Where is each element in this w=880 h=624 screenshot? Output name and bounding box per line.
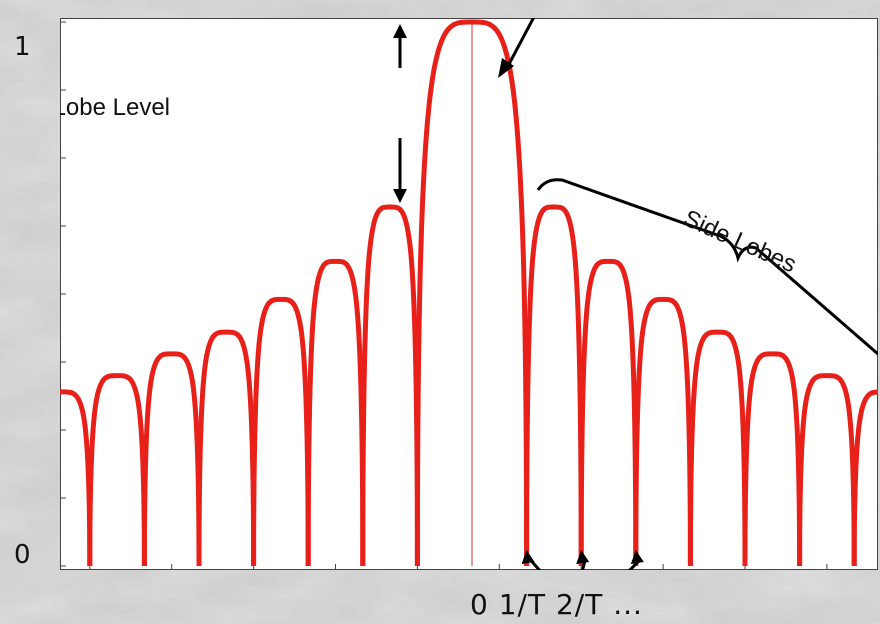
plot-area: Side Lobe Level Side Lobes [60,18,878,570]
zero-pointer-shaft [529,559,542,570]
side-lobe [687,329,748,567]
zero-pointer-arrowhead [630,550,644,564]
main-lobe-pointer-arrowhead [498,58,514,78]
side-lobe-level-arrowhead-down [393,188,407,203]
side-lobe-level-arrowhead-up [393,24,407,38]
side-lobe [633,296,693,567]
side-lobe [742,351,803,567]
side-lobe [360,204,420,567]
side-lobe [524,204,584,567]
frequency-labels: 0 1/T 2/T ... [470,588,643,621]
side-lobe [87,373,147,567]
side-lobes-label: Side Lobes [680,205,801,279]
zero-pointer-arrowhead [576,550,590,564]
side-lobe [60,389,93,567]
side-lobe [578,258,639,567]
side-lobe [196,329,257,567]
zero-pointer-arrowhead [521,550,535,564]
y-tick-label-max: 1 [14,32,31,62]
side-lobe [141,351,202,567]
y-tick-label-zero: 0 [14,540,31,570]
plot-frame [60,18,878,570]
main-lobe [414,19,530,567]
side-lobes-brace [536,178,878,356]
side-lobe-level-label: Side Lobe Level [60,94,170,121]
side-lobe [305,258,366,567]
side-lobe [251,296,311,567]
chart-svg: Side Lobe Level Side Lobes [60,18,878,570]
side-lobe [851,389,878,567]
main-lobe-pointer-shaft [506,18,536,67]
side-lobe [797,373,857,567]
